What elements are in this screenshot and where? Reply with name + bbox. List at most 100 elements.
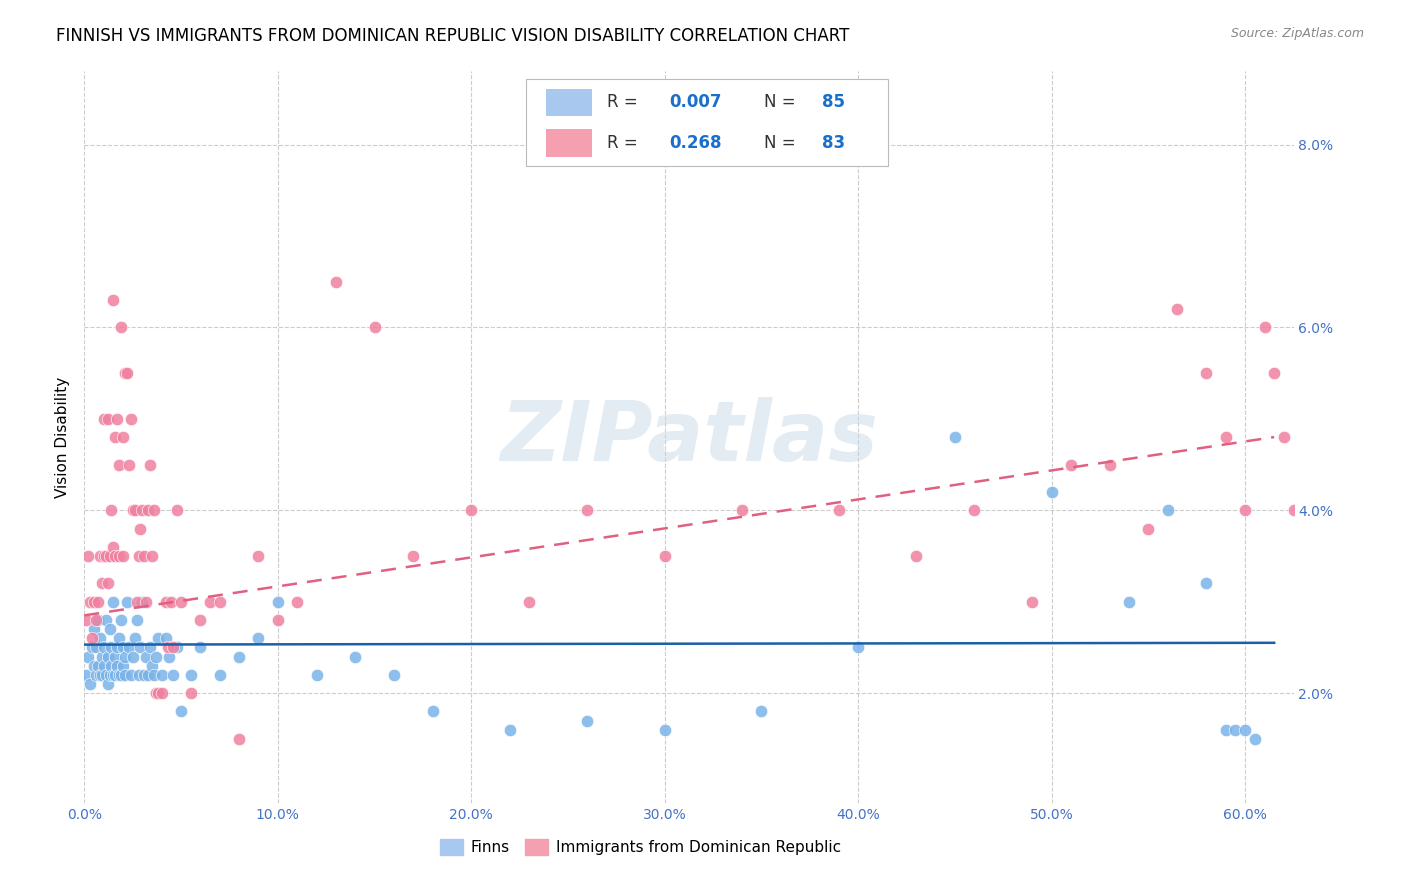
Point [150,667,173,682]
Point [517,594,540,608]
Point [160,594,183,608]
Point [208,594,231,608]
Point [94,667,117,682]
Point [108,667,131,682]
Point [82,632,104,646]
Point [198,594,221,608]
Point [84,640,107,655]
Point [285,594,308,608]
Point [93,412,115,426]
Point [1195,576,1218,591]
Point [83,658,105,673]
Point [139,458,162,472]
Point [97,576,120,591]
Point [1292,521,1315,535]
Point [576,503,599,517]
Point [98,667,121,682]
Point [1166,301,1188,317]
Point [134,549,156,563]
Point [170,594,193,608]
Point [105,412,128,426]
Point [382,667,405,682]
Point [90,667,112,682]
Text: 0.007: 0.007 [669,94,723,112]
Point [143,503,166,517]
Point [97,412,120,426]
Point [110,667,132,682]
Point [146,686,169,700]
Point [94,549,117,563]
Point [180,686,202,700]
Point [100,658,122,673]
FancyBboxPatch shape [526,78,889,167]
Point [1098,458,1121,472]
Point [155,632,177,646]
Point [136,667,159,682]
Point [124,503,146,517]
Point [146,632,169,646]
Text: R =: R = [607,94,643,112]
Point [120,667,142,682]
Point [128,549,150,563]
Point [166,640,188,655]
Point [731,503,754,517]
Point [129,640,152,655]
Point [1234,503,1257,517]
Point [170,705,193,719]
Point [104,549,127,563]
Point [1118,594,1140,608]
Point [110,613,132,627]
Point [103,540,125,554]
Point [77,649,100,664]
Point [1282,503,1305,517]
Point [402,549,425,563]
Point [112,658,135,673]
Text: ZIPatlas: ZIPatlas [501,397,877,477]
Point [118,458,141,472]
Point [114,366,136,380]
Text: 0.268: 0.268 [669,134,723,152]
Point [115,366,138,380]
Point [136,503,159,517]
Point [576,714,599,728]
Legend: Finns, Immigrants from Dominican Republic: Finns, Immigrants from Dominican Republi… [434,833,846,861]
Point [305,667,328,682]
Point [145,686,167,700]
Point [325,275,347,289]
Point [93,640,115,655]
Point [963,503,986,517]
Point [162,667,184,682]
Point [460,503,482,517]
Point [344,649,367,664]
Point [90,576,112,591]
Point [104,430,127,444]
Point [87,613,110,627]
Text: R =: R = [607,134,643,152]
Point [1195,366,1218,380]
Text: 85: 85 [823,94,845,112]
FancyBboxPatch shape [547,128,592,157]
Point [1060,458,1083,472]
Point [156,640,179,655]
Point [1157,503,1180,517]
Point [180,667,202,682]
Point [93,549,115,563]
Point [87,658,110,673]
Text: FINNISH VS IMMIGRANTS FROM DOMINICAN REPUBLIC VISION DISABILITY CORRELATION CHAR: FINNISH VS IMMIGRANTS FROM DOMINICAN REP… [56,27,849,45]
Point [105,640,128,655]
Point [1040,485,1063,500]
Point [77,549,100,563]
Point [208,667,231,682]
Point [1225,723,1247,737]
Point [83,594,105,608]
Text: N =: N = [763,94,801,112]
Point [103,293,125,307]
Text: Source: ZipAtlas.com: Source: ZipAtlas.com [1230,27,1364,40]
Point [75,613,97,627]
Point [422,705,444,719]
Point [75,667,97,682]
Point [100,640,122,655]
Point [228,731,250,746]
Point [89,549,111,563]
Point [98,549,121,563]
